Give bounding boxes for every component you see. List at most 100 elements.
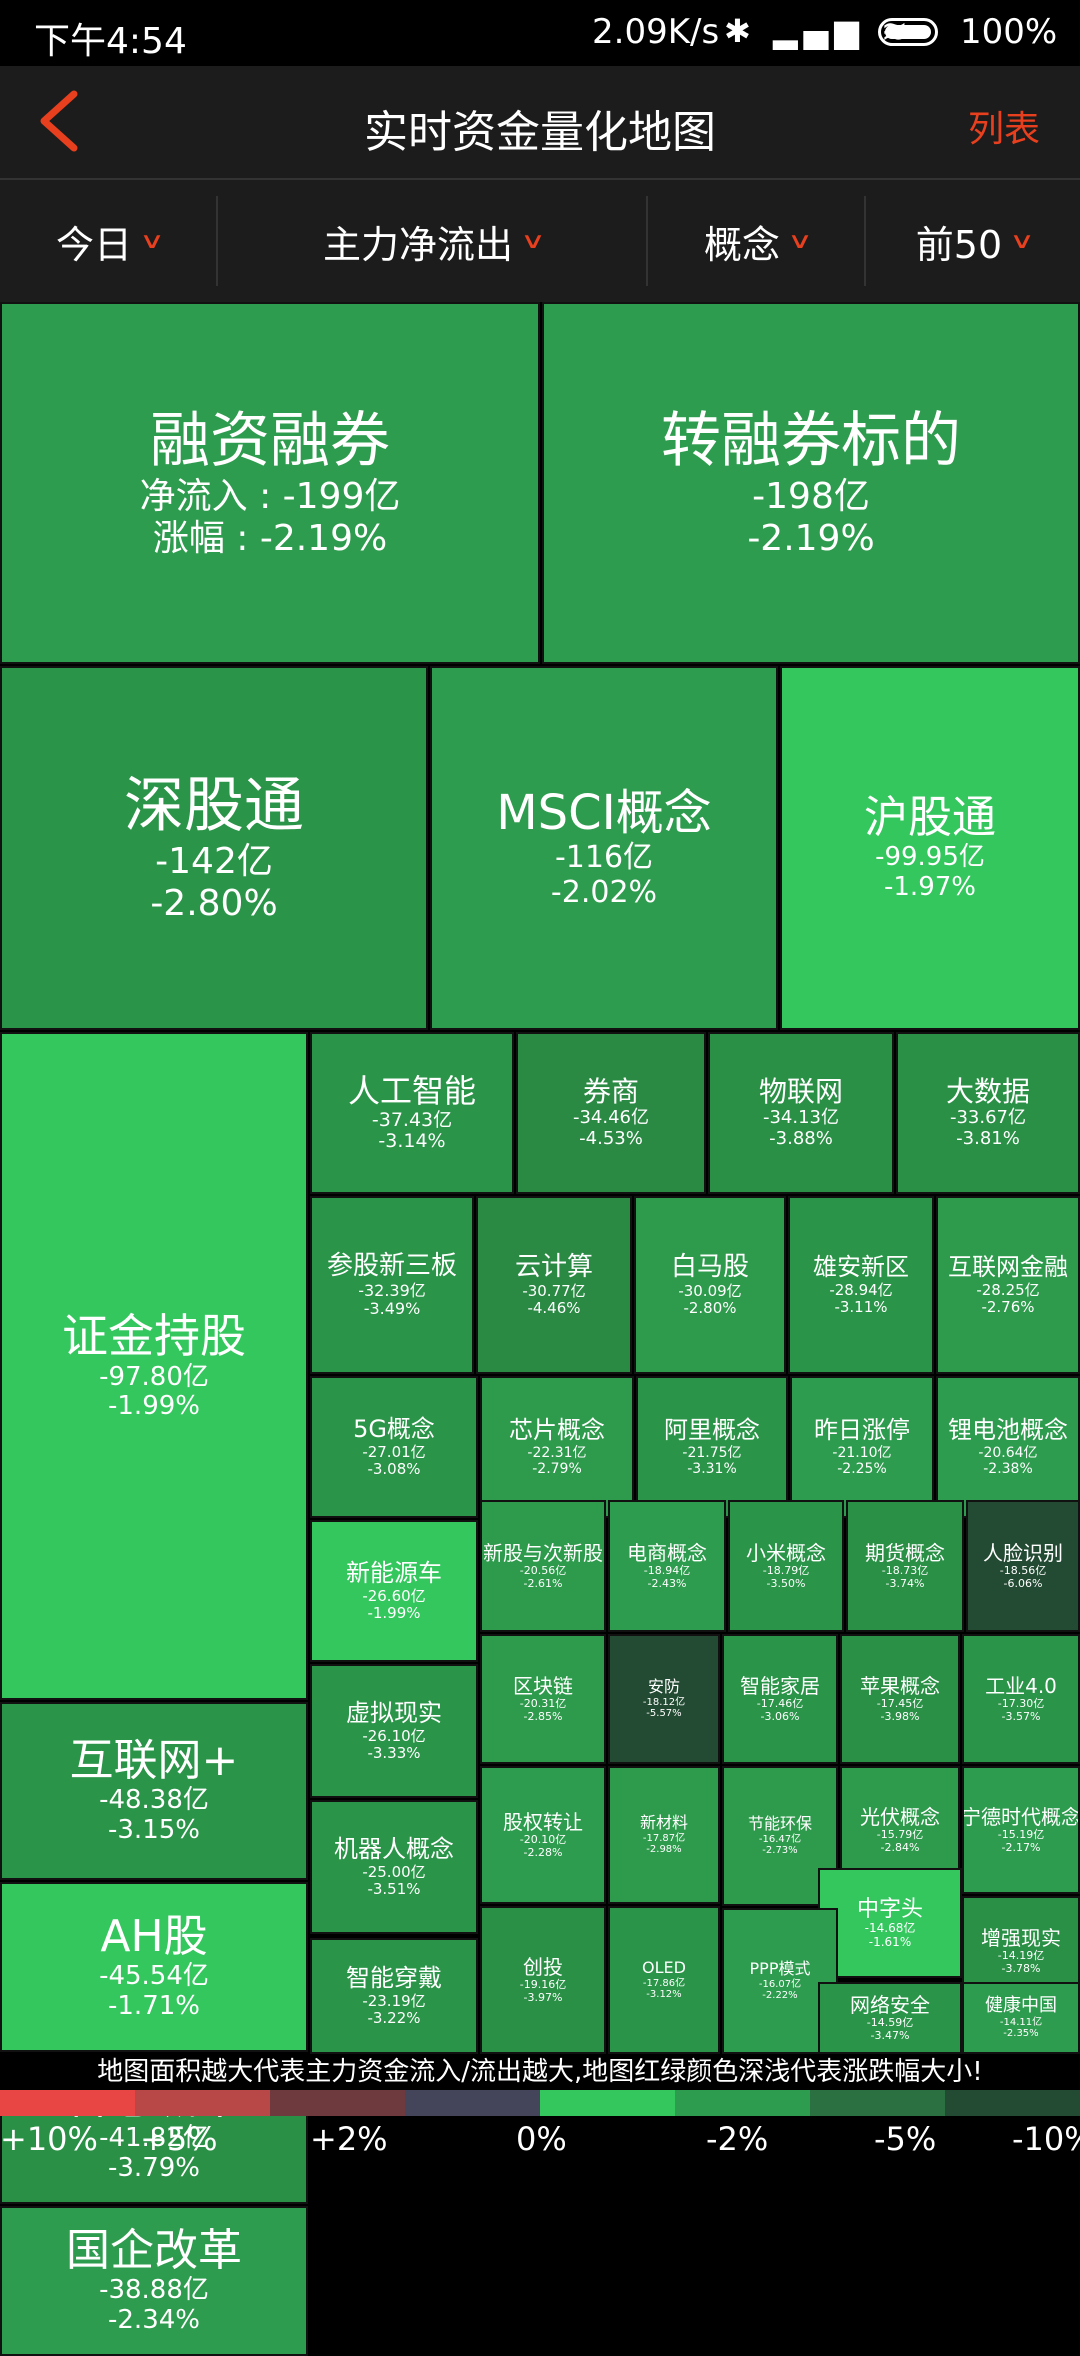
battery-percent: 100%: [960, 12, 1058, 52]
tile-change: -3.88%: [769, 1128, 833, 1150]
tile-change: -2.84%: [880, 1840, 920, 1854]
tile-change: -3.98%: [880, 1709, 920, 1723]
list-view-button[interactable]: 列表: [967, 109, 1040, 150]
treemap-tile[interactable]: 证金持股 -97.80亿 -1.99%: [0, 1032, 308, 1700]
treemap-tile[interactable]: 股权转让 -20.10亿 -2.28%: [480, 1766, 606, 1904]
tile-change: -3.31%: [687, 1460, 737, 1477]
treemap-tile[interactable]: OLED -17.86亿 -3.12%: [608, 1906, 720, 2054]
legend-color-swatch: [0, 2090, 135, 2116]
legend-label: -2%: [706, 2120, 769, 2158]
divider: [864, 196, 866, 286]
tile-net-flow: -26.60亿: [362, 1586, 426, 1605]
tile-name: 节能环保: [747, 1814, 812, 1834]
tile-net-flow: -30.09亿: [678, 1281, 742, 1300]
tile-name: 新能源车: [346, 1558, 442, 1587]
treemap-tile[interactable]: 区块链 -20.31亿 -2.85%: [480, 1634, 606, 1764]
treemap-tile[interactable]: 工业4.0 -17.30亿 -3.57%: [962, 1634, 1080, 1764]
chevron-down-icon: ∨: [139, 228, 165, 254]
treemap-tile[interactable]: 昨日涨停 -21.10亿 -2.25%: [790, 1376, 934, 1518]
tile-change: -2.76%: [981, 1297, 1035, 1316]
treemap-tile[interactable]: 人工智能 -37.43亿 -3.14%: [310, 1032, 514, 1194]
filter-category[interactable]: 概念 ∨: [648, 180, 864, 302]
filter-period[interactable]: 今日 ∨: [0, 180, 216, 302]
treemap-tile[interactable]: 创投 -19.16亿 -3.97%: [480, 1906, 606, 2054]
treemap-tile[interactable]: 白马股 -30.09亿 -2.80%: [634, 1196, 786, 1374]
treemap-tile[interactable]: 新能源车 -26.60亿 -1.99%: [310, 1520, 478, 1662]
treemap-tile[interactable]: 芯片概念 -22.31亿 -2.79%: [480, 1376, 634, 1518]
treemap-tile[interactable]: 新材料 -17.87亿 -2.98%: [608, 1766, 720, 1904]
tile-net-flow: -37.43亿: [371, 1108, 453, 1131]
tile-name: 人工智能: [347, 1071, 476, 1110]
tile-name: 苹果概念: [860, 1673, 940, 1698]
treemap-tile[interactable]: 深股通 -142亿 -2.80%: [0, 666, 428, 1030]
treemap-tile[interactable]: 苹果概念 -17.45亿 -3.98%: [840, 1634, 960, 1764]
tile-name: 虚拟现实: [346, 1698, 442, 1727]
tile-net-flow: -19.16亿: [519, 1977, 567, 1991]
tile-net-flow: -17.87亿: [642, 1832, 686, 1844]
treemap-tile[interactable]: 券商 -34.46亿 -4.53%: [516, 1032, 706, 1194]
treemap-tile[interactable]: 锂电池概念 -20.64亿 -2.38%: [936, 1376, 1080, 1518]
treemap-tile[interactable]: 虚拟现实 -26.10亿 -3.33%: [310, 1664, 478, 1798]
tile-change: -3.50%: [766, 1576, 806, 1590]
treemap-tile[interactable]: 新股与次新股 -20.56亿 -2.61%: [480, 1500, 606, 1632]
tile-change: -2.17%: [1001, 1840, 1041, 1854]
tile-name: MSCI概念: [496, 784, 712, 841]
network-speed: 2.09K/s: [592, 12, 720, 52]
treemap-tile[interactable]: MSCI概念 -116亿 -2.02%: [430, 666, 778, 1030]
treemap-tile[interactable]: 互联网+ -48.38亿 -3.15%: [0, 1702, 308, 1880]
treemap-tile[interactable]: 健康中国 -14.11亿 -2.35%: [962, 1982, 1080, 2054]
filter-top-n-label: 前50: [915, 222, 1003, 267]
tile-name: 区块链: [513, 1673, 573, 1698]
tile-change: -2.28%: [523, 1845, 563, 1859]
tile-change: -2.80%: [683, 1298, 737, 1317]
tile-name: 转融券标的: [661, 406, 961, 477]
tile-change: -2.34%: [108, 2305, 200, 2336]
treemap-tile[interactable]: 中字头 -14.68亿 -1.61%: [818, 1868, 962, 1978]
treemap-tile[interactable]: 阿里概念 -21.75亿 -3.31%: [636, 1376, 788, 1518]
tile-net-flow: -26.10亿: [362, 1726, 426, 1745]
treemap-tile[interactable]: 机器人概念 -25.00亿 -3.51%: [310, 1800, 478, 1934]
tile-change: -2.73%: [762, 1845, 798, 1857]
treemap-tile[interactable]: 宁德时代概念 -15.19亿 -2.17%: [962, 1766, 1080, 1894]
tile-net-flow: -20.10亿: [519, 1832, 567, 1846]
treemap-tile[interactable]: 融资融券 净流入 : -199亿 涨幅 : -2.19%: [0, 302, 540, 664]
tile-name: 白马股: [670, 1251, 749, 1282]
treemap-tile[interactable]: 转融券标的 -198亿 -2.19%: [542, 302, 1080, 664]
treemap-tile[interactable]: 云计算 -30.77亿 -4.46%: [476, 1196, 632, 1374]
treemap-tile[interactable]: 期货概念 -18.73亿 -3.74%: [846, 1500, 964, 1632]
tile-net-flow: -34.13亿: [762, 1107, 840, 1129]
treemap-tile[interactable]: 互联网金融 -28.25亿 -2.76%: [936, 1196, 1080, 1374]
legend-label: +10%: [0, 2120, 98, 2158]
treemap-tile[interactable]: 小米概念 -18.79亿 -3.50%: [728, 1500, 844, 1632]
tile-net-flow: -17.86亿: [642, 1977, 686, 1989]
tile-net-flow: -48.38亿: [99, 1785, 209, 1816]
treemap-tile[interactable]: 国企改革 -38.88亿 -2.34%: [0, 2206, 308, 2356]
treemap-tile[interactable]: 沪股通 -99.95亿 -1.97%: [780, 666, 1080, 1030]
tile-name: 国企改革: [66, 2224, 242, 2276]
treemap-tile[interactable]: 物联网 -34.13亿 -3.88%: [708, 1032, 894, 1194]
tile-net-flow: -28.25亿: [976, 1280, 1040, 1299]
treemap-tile[interactable]: 参股新三板 -32.39亿 -3.49%: [310, 1196, 474, 1374]
filter-flow-type[interactable]: 主力净流出 ∨: [218, 180, 646, 302]
tile-net-flow: -18.12亿: [642, 1696, 686, 1708]
treemap-tile[interactable]: AH股 -45.54亿 -1.71%: [0, 1882, 308, 2052]
treemap-tile[interactable]: 大数据 -33.67亿 -3.81%: [896, 1032, 1080, 1194]
treemap-tile[interactable]: 雄安新区 -28.94亿 -3.11%: [788, 1196, 934, 1374]
legend-label: +2%: [310, 2120, 388, 2158]
tile-change: -4.53%: [579, 1128, 643, 1150]
tile-net-flow: -97.80亿: [99, 1361, 209, 1392]
treemap-tile[interactable]: 人脸识别 -18.56亿 -6.06%: [966, 1500, 1080, 1632]
treemap-tile[interactable]: 5G概念 -27.01亿 -3.08%: [310, 1376, 478, 1518]
back-button[interactable]: [30, 86, 90, 156]
tile-change: -3.12%: [646, 1989, 682, 2001]
treemap-tile[interactable]: 智能家居 -17.46亿 -3.06%: [722, 1634, 838, 1764]
treemap-tile[interactable]: 智能穿戴 -23.19亿 -3.22%: [310, 1938, 478, 2054]
treemap-tile[interactable]: 电商概念 -18.94亿 -2.43%: [608, 1500, 726, 1632]
treemap-tile[interactable]: 安防 -18.12亿 -5.57%: [608, 1634, 720, 1764]
tile-name: 券商: [582, 1075, 639, 1109]
filter-top-n[interactable]: 前50 ∨: [866, 180, 1080, 302]
tile-change: -3.14%: [378, 1130, 446, 1153]
treemap-tile[interactable]: 网络安全 -14.59亿 -3.47%: [818, 1982, 962, 2054]
tile-net-flow: -21.10亿: [832, 1444, 892, 1461]
legend-color-swatch: [810, 2090, 945, 2116]
